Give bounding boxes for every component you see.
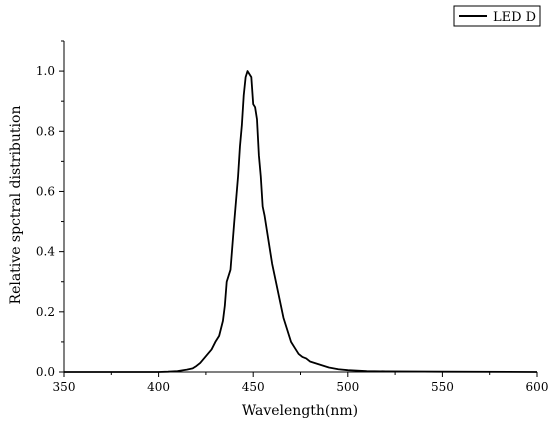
legend-box — [453, 5, 541, 27]
series-layer — [64, 70, 538, 373]
x-tick-label: 600 — [526, 380, 549, 394]
x-axis-ticks: 350 400 450 500 550 600 — [53, 372, 549, 394]
y-tick-label: 1.0 — [36, 64, 55, 78]
y-tick-label: 0.6 — [36, 184, 55, 198]
x-tick-label: 450 — [242, 380, 265, 394]
y-axis-ticks: 0.0 0.2 0.4 0.6 0.8 1.0 — [36, 40, 64, 379]
y-tick-label: 0.2 — [36, 305, 55, 319]
y-tick-label: 0.4 — [36, 245, 55, 259]
x-tick-label: 550 — [431, 380, 454, 394]
x-tick-label: 350 — [53, 380, 76, 394]
y-axis-label: Relative spctral distribution — [8, 106, 24, 305]
x-tick-label: 500 — [336, 380, 359, 394]
axes — [63, 41, 537, 373]
x-tick-label: 400 — [147, 380, 170, 394]
series-line-0 — [64, 70, 538, 373]
legend-label: LED D — [493, 10, 536, 25]
y-tick-label: 0.0 — [36, 365, 55, 379]
x-axis-label: Wavelength(nm) — [242, 403, 358, 419]
y-tick-label: 0.8 — [36, 124, 55, 138]
legend: LED D — [453, 5, 541, 27]
